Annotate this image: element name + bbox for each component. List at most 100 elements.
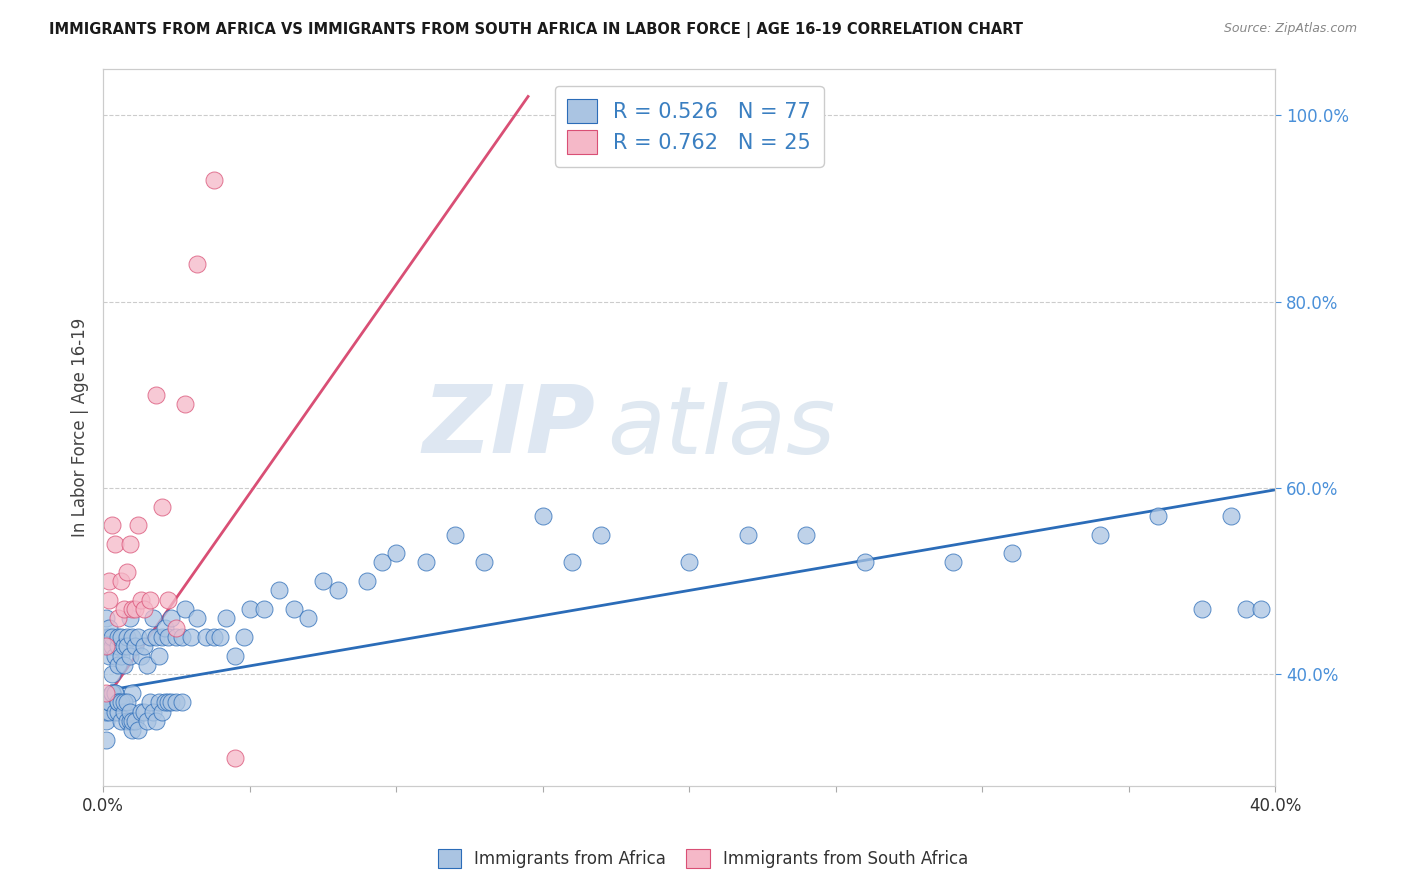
Point <box>94 630 117 644</box>
Point <box>267 583 290 598</box>
Point <box>737 527 759 541</box>
Point <box>94 686 117 700</box>
Point <box>253 602 276 616</box>
Point <box>101 518 124 533</box>
Point <box>472 556 495 570</box>
Point <box>134 602 156 616</box>
Point <box>1234 602 1257 616</box>
Point <box>129 592 152 607</box>
Point <box>215 611 238 625</box>
Point <box>110 695 132 709</box>
Point <box>101 686 124 700</box>
Text: atlas: atlas <box>607 382 835 473</box>
Point <box>110 714 132 728</box>
Point <box>194 630 217 644</box>
Point <box>1191 602 1213 616</box>
Point <box>1088 527 1111 541</box>
Point <box>165 621 187 635</box>
Point <box>101 630 124 644</box>
Point <box>145 388 167 402</box>
Point <box>186 257 208 271</box>
Legend: R = 0.526   N = 77, R = 0.762   N = 25: R = 0.526 N = 77, R = 0.762 N = 25 <box>555 87 824 167</box>
Point <box>98 574 121 588</box>
Point <box>115 695 138 709</box>
Point <box>134 640 156 654</box>
Point <box>118 648 141 663</box>
Point <box>204 173 226 187</box>
Point <box>101 686 124 700</box>
Point <box>139 630 162 644</box>
Point <box>145 714 167 728</box>
Point <box>101 686 124 700</box>
Point <box>98 640 121 654</box>
Point <box>98 648 121 663</box>
Point <box>153 621 176 635</box>
Point <box>796 527 818 541</box>
Point <box>159 695 181 709</box>
Text: IMMIGRANTS FROM AFRICA VS IMMIGRANTS FROM SOUTH AFRICA IN LABOR FORCE | AGE 16-1: IMMIGRANTS FROM AFRICA VS IMMIGRANTS FRO… <box>49 22 1024 38</box>
Point <box>156 695 179 709</box>
Point <box>129 648 152 663</box>
Point <box>112 705 135 719</box>
Point <box>127 723 149 738</box>
Point <box>104 686 127 700</box>
Point <box>165 695 187 709</box>
Point <box>121 602 143 616</box>
Point <box>561 556 583 570</box>
Point <box>297 611 319 625</box>
Point <box>121 723 143 738</box>
Point <box>145 630 167 644</box>
Point <box>186 611 208 625</box>
Point <box>98 695 121 709</box>
Point <box>112 602 135 616</box>
Point <box>107 695 129 709</box>
Point <box>224 751 246 765</box>
Point <box>415 556 437 570</box>
Point <box>172 630 194 644</box>
Point <box>232 630 254 644</box>
Point <box>124 602 146 616</box>
Point <box>112 658 135 673</box>
Point <box>148 648 170 663</box>
Point <box>94 705 117 719</box>
Point <box>104 705 127 719</box>
Point <box>385 546 408 560</box>
Point <box>1220 508 1243 523</box>
Point <box>1001 546 1024 560</box>
Point <box>127 630 149 644</box>
Point <box>110 648 132 663</box>
Point <box>98 592 121 607</box>
Point <box>1250 602 1272 616</box>
Point <box>107 611 129 625</box>
Point <box>104 537 127 551</box>
Point <box>107 630 129 644</box>
Point <box>678 556 700 570</box>
Point <box>136 658 159 673</box>
Point <box>127 518 149 533</box>
Point <box>112 695 135 709</box>
Point <box>150 500 173 514</box>
Point <box>98 695 121 709</box>
Point <box>118 714 141 728</box>
Point <box>209 630 232 644</box>
Point <box>204 630 226 644</box>
Point <box>94 640 117 654</box>
Point <box>165 630 187 644</box>
Point <box>110 630 132 644</box>
Point <box>98 630 121 644</box>
Point <box>1147 508 1170 523</box>
Point <box>121 630 143 644</box>
Point <box>150 630 173 644</box>
Point <box>94 732 117 747</box>
Point <box>153 695 176 709</box>
Point <box>115 630 138 644</box>
Point <box>443 527 465 541</box>
Point <box>115 565 138 579</box>
Point <box>142 611 165 625</box>
Point <box>94 640 117 654</box>
Legend: Immigrants from Africa, Immigrants from South Africa: Immigrants from Africa, Immigrants from … <box>432 842 974 875</box>
Point <box>136 714 159 728</box>
Point <box>112 640 135 654</box>
Point <box>283 602 305 616</box>
Y-axis label: In Labor Force | Age 16-19: In Labor Force | Age 16-19 <box>72 318 89 537</box>
